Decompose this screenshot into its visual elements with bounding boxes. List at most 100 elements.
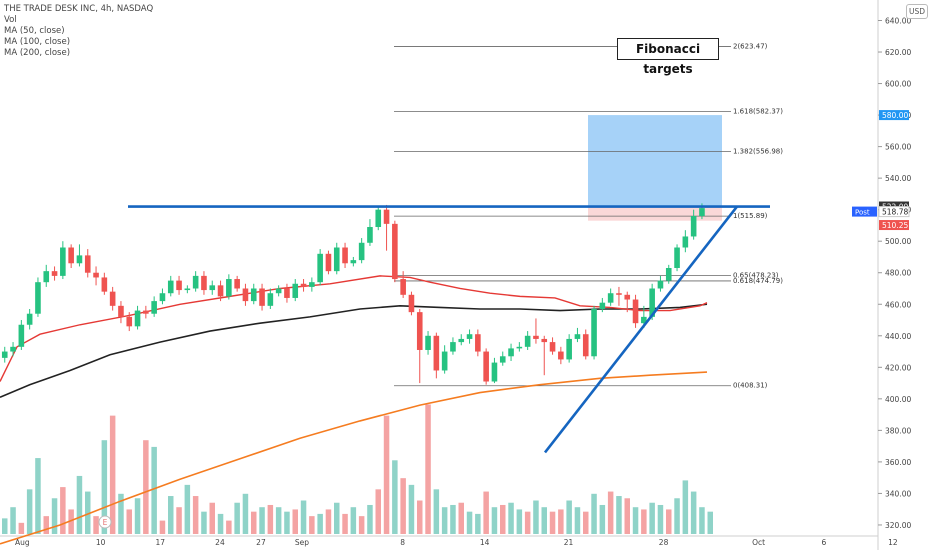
candle-body <box>101 277 108 292</box>
volume-bar <box>300 500 307 534</box>
y-tick-label: 500.00 <box>885 237 911 246</box>
volume-bar <box>574 507 581 534</box>
x-tick-label: 24 <box>215 538 225 547</box>
candle-body <box>524 335 531 347</box>
volume-bar <box>18 522 25 534</box>
y-tick-label: 400.00 <box>885 395 911 404</box>
y-tick-label: 340.00 <box>885 489 911 498</box>
candle-body <box>109 291 116 306</box>
fib-level-label: 0.65(478.23) <box>733 272 779 280</box>
trendline <box>543 205 739 454</box>
volume-bar <box>143 440 149 534</box>
volume-bar <box>367 504 373 534</box>
volume-bar <box>242 493 249 534</box>
volume-bar <box>350 507 357 534</box>
ma100-legend: MA (100, close) <box>4 37 71 47</box>
fib-level-label: 0.618(474.79) <box>733 277 783 285</box>
fibonacci-targets-note[interactable]: Fibonacci targets <box>617 38 719 76</box>
candle-body <box>549 342 556 352</box>
candle-body <box>209 285 216 291</box>
volume-bar <box>649 502 655 534</box>
candle-body <box>599 302 606 309</box>
volume-bar <box>159 520 166 534</box>
fib-level-label: 1(515.89) <box>733 212 768 220</box>
volume-bar <box>458 502 464 534</box>
price-label-text: 580.00 <box>882 111 908 120</box>
fib-level-label: 2(623.47) <box>733 43 768 51</box>
volume-bar <box>201 511 207 534</box>
volume-bar <box>2 518 8 534</box>
volume-bar <box>425 404 431 534</box>
volume-bar <box>674 498 680 534</box>
candle-body <box>284 288 290 298</box>
volume-bar <box>109 415 116 534</box>
candle-body <box>425 335 431 350</box>
candle-body <box>35 282 41 314</box>
x-tick-label: 10 <box>96 538 106 547</box>
volume-bar <box>85 491 91 534</box>
volume-bar <box>400 478 406 534</box>
post-tag-bg <box>852 206 877 217</box>
volume-bar <box>234 502 240 534</box>
candle-body <box>624 294 631 300</box>
x-tick-label: 8 <box>400 538 405 547</box>
volume-bar <box>516 509 523 534</box>
volume-bar <box>641 509 647 534</box>
y-tick-label: 540.00 <box>885 174 911 183</box>
volume-bar <box>334 502 340 534</box>
x-tick-label: 6 <box>821 538 826 547</box>
price-label-bg <box>879 110 909 121</box>
candle-body <box>159 293 166 302</box>
price-label-text: 510.25 <box>882 221 908 230</box>
candle-body <box>26 313 33 325</box>
fib-level-label: 1.618(582.37) <box>733 107 783 115</box>
volume-bar <box>209 502 215 534</box>
volume-bar <box>475 513 481 534</box>
volume-bar <box>657 504 664 534</box>
volume-bar <box>624 498 630 534</box>
x-tick-label: 17 <box>156 538 166 547</box>
volume-bar <box>51 498 58 534</box>
volume-bar <box>184 484 191 534</box>
volume-bar <box>10 507 16 534</box>
candle-body <box>167 280 174 294</box>
volume-bar <box>325 509 332 534</box>
candle-body <box>176 280 182 291</box>
volume-bar <box>466 511 473 534</box>
x-tick-label: 12 <box>888 538 898 547</box>
volume-bar <box>26 489 33 534</box>
candle-body <box>591 308 597 357</box>
x-tick-label: 28 <box>659 538 669 547</box>
volume-bar <box>632 507 639 534</box>
candle-body <box>699 208 705 216</box>
candle-body <box>383 209 390 224</box>
volume-bar <box>217 513 224 534</box>
volume-bar <box>342 513 348 534</box>
candle-body <box>201 275 207 291</box>
currency-label: USD <box>906 4 928 19</box>
volume-bar <box>101 440 108 534</box>
candle-body <box>392 223 398 280</box>
fib-level-label: 0(408.31) <box>733 382 768 390</box>
volume-bar <box>126 509 132 534</box>
volume-bar <box>682 480 689 534</box>
candle-body <box>491 362 498 382</box>
x-tick-label: Sep <box>295 538 309 547</box>
y-tick-label: 440.00 <box>885 332 911 341</box>
volume-bar <box>292 509 298 534</box>
volume-bar <box>375 489 381 534</box>
candle-body <box>51 271 58 276</box>
volume-bar <box>118 493 124 534</box>
candle-body <box>574 334 581 339</box>
candle-body <box>475 334 481 352</box>
volume-bar <box>309 516 315 534</box>
candle-body <box>309 282 315 287</box>
volume-legend: Vol <box>4 15 17 25</box>
volume-bar <box>317 513 323 534</box>
candle-body <box>499 356 506 363</box>
volume-bar <box>599 504 606 534</box>
candle-body <box>641 316 647 324</box>
candle-body <box>358 242 365 261</box>
candle-body <box>541 338 548 343</box>
